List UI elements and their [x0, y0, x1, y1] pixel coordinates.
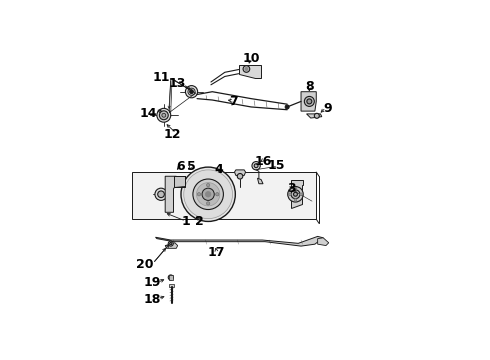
Circle shape [185, 86, 197, 98]
Circle shape [294, 187, 297, 190]
Polygon shape [318, 238, 329, 246]
Circle shape [254, 164, 258, 168]
Polygon shape [155, 237, 323, 246]
Text: 4: 4 [215, 163, 223, 176]
Circle shape [157, 108, 171, 122]
Circle shape [289, 193, 292, 196]
Polygon shape [170, 284, 173, 287]
Circle shape [304, 96, 314, 107]
Circle shape [294, 192, 297, 196]
Polygon shape [307, 114, 322, 118]
Text: 19: 19 [144, 276, 161, 289]
Circle shape [196, 183, 220, 206]
Polygon shape [301, 92, 316, 111]
Polygon shape [258, 178, 263, 184]
Circle shape [155, 188, 167, 201]
Text: 16: 16 [255, 154, 272, 167]
Circle shape [307, 99, 312, 104]
Text: 17: 17 [208, 246, 225, 259]
Circle shape [202, 188, 214, 201]
Polygon shape [291, 180, 303, 208]
Circle shape [216, 193, 219, 196]
Text: 1: 1 [182, 216, 190, 229]
Text: 6: 6 [176, 160, 185, 173]
Circle shape [206, 184, 210, 187]
Circle shape [170, 243, 172, 245]
Circle shape [162, 113, 166, 117]
Text: 10: 10 [243, 52, 260, 65]
Circle shape [206, 202, 210, 205]
Text: 18: 18 [144, 293, 161, 306]
Circle shape [237, 174, 243, 179]
Circle shape [193, 179, 223, 210]
Text: 12: 12 [163, 128, 181, 141]
Circle shape [168, 275, 173, 280]
Polygon shape [173, 176, 185, 187]
Circle shape [184, 170, 233, 219]
Circle shape [245, 68, 248, 70]
Circle shape [159, 111, 168, 120]
Circle shape [288, 186, 303, 202]
Polygon shape [235, 170, 245, 175]
Circle shape [300, 193, 302, 196]
Polygon shape [169, 275, 173, 280]
Circle shape [168, 241, 173, 246]
Circle shape [190, 90, 193, 93]
Circle shape [252, 162, 260, 170]
Circle shape [181, 167, 235, 221]
Text: 11: 11 [152, 71, 170, 84]
Text: 9: 9 [323, 102, 332, 115]
Circle shape [197, 193, 201, 196]
Text: 8: 8 [305, 80, 314, 93]
Circle shape [188, 88, 195, 95]
Polygon shape [239, 66, 261, 78]
Circle shape [205, 192, 211, 197]
Text: 7: 7 [229, 95, 238, 108]
Circle shape [291, 190, 300, 199]
Circle shape [314, 113, 319, 118]
Polygon shape [165, 176, 178, 212]
Circle shape [285, 105, 289, 109]
Text: 3: 3 [287, 182, 295, 195]
Polygon shape [132, 172, 316, 219]
Circle shape [243, 66, 250, 72]
Circle shape [190, 90, 193, 93]
Text: 15: 15 [268, 159, 285, 172]
Text: 13: 13 [169, 77, 186, 90]
Text: 20: 20 [136, 258, 153, 271]
Text: 14: 14 [140, 107, 157, 120]
Text: 2: 2 [196, 216, 204, 229]
Circle shape [158, 191, 164, 198]
Text: 5: 5 [187, 160, 196, 173]
Polygon shape [165, 243, 178, 248]
Circle shape [294, 198, 297, 201]
